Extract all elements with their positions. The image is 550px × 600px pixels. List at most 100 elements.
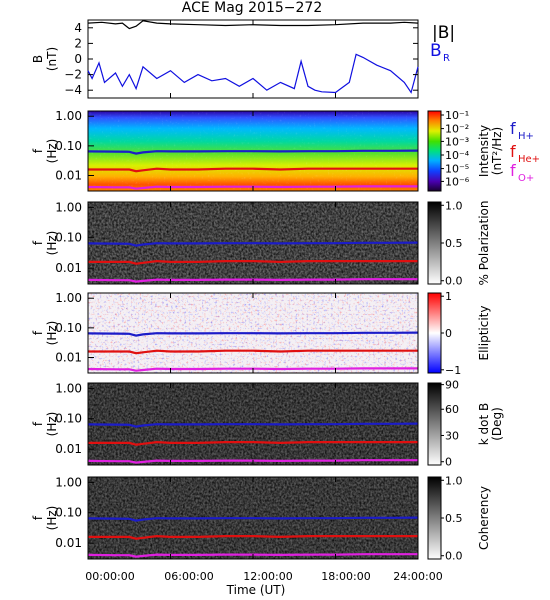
legend-fHe-sub: He+ <box>518 154 540 165</box>
legend-br-sub: R <box>443 53 450 64</box>
y-tick-label: 4 <box>74 21 82 35</box>
y-tick-label: 0.10 <box>55 412 82 426</box>
y-tick-label: 1.00 <box>55 109 82 123</box>
series-bmag-line <box>87 20 419 30</box>
panel-b-ylabel-main: B <box>31 55 45 63</box>
x-tick-label: 12:00:00 <box>243 570 292 583</box>
colorbar-label: Coherency <box>477 486 491 550</box>
colorbar-tick-label: 1.0 <box>445 199 463 212</box>
fH-line <box>87 241 419 247</box>
colorbar-tick-label: 0.0 <box>445 550 463 563</box>
colorbar-label: Ellipticity <box>477 306 491 361</box>
colorbar-tick-label: 1 <box>445 290 452 303</box>
colorbar-tick-label: 10⁻² <box>445 123 469 136</box>
colorbar-tick-label: 60 <box>445 403 459 416</box>
fHe-line <box>88 440 418 446</box>
colorbar-tick-label: 10⁻⁶ <box>445 175 470 188</box>
colorbar-tick-label: 10⁻⁵ <box>445 163 469 176</box>
colorbar-tick-label: 30 <box>445 429 459 442</box>
legend-fH-sub: H+ <box>518 131 534 142</box>
y-tick-label: 0 <box>74 52 82 66</box>
colorbar-label: Intensity <box>477 125 491 177</box>
panel-ellipticity: 1.00 0.10 0.01 f (Hz) 1 0 −1 Ellipticity <box>31 290 491 377</box>
panel-b: 42 0 −2−4 B (nT) |B| B R <box>31 19 455 99</box>
y-axis-label-main: f <box>31 330 45 335</box>
y-tick-label: 1.00 <box>55 291 82 305</box>
chart-title: ACE Mag 2015−272 <box>182 0 322 16</box>
colorbar-polarization <box>427 201 442 285</box>
y-tick-label: 0.10 <box>55 139 82 153</box>
colorbar-ellipticity <box>427 292 442 374</box>
colorbar-tick-label: 90 <box>445 379 459 392</box>
legend-fO-sub: O+ <box>518 173 534 184</box>
y-axis-label-main: f <box>31 148 45 153</box>
y-axis-label-main: f <box>31 240 45 245</box>
legend-fHe: f <box>510 142 516 161</box>
fH-line <box>87 149 419 155</box>
y-tick-label: −2 <box>64 68 82 82</box>
panel-polarization: 1.00 0.10 0.01 f (Hz) 1.0 0.5 0.0 % Polarization <box>31 199 491 287</box>
x-axis-label: Time (UT) <box>226 583 286 597</box>
fH-line <box>87 331 419 337</box>
colorbar-tick-label: 0 <box>445 456 452 469</box>
series-br-line <box>87 53 419 94</box>
legend-fO: f <box>510 161 516 180</box>
y-axis-label-unit: (Hz) <box>45 412 59 437</box>
fH-line <box>87 516 419 522</box>
panel-intensity: 1.00 0.10 0.01 f (Hz) 10⁻¹10⁻²10⁻³10⁻⁴10⁻⁵10⁻… <box>31 109 504 192</box>
y-tick-label: 0.01 <box>55 169 82 183</box>
colorbar-tick-label: 10⁻¹ <box>445 109 469 122</box>
legend-br: B <box>430 41 442 61</box>
y-tick-label: 1.00 <box>55 200 82 214</box>
x-tick-label: 18:00:00 <box>321 570 370 583</box>
y-tick-label: 2 <box>74 36 82 50</box>
fO-line <box>87 367 418 372</box>
colorbar-unit: (nT²/Hz) <box>490 127 504 175</box>
spectrogram-panels: 1.000.100.01f (Hz)10⁻¹10⁻²10⁻³10⁻⁴10⁻⁵10⁻… <box>31 109 504 563</box>
colorbar-coherency <box>427 476 442 560</box>
fH-line <box>87 422 419 428</box>
panel-b-frame <box>87 19 419 99</box>
colorbar-intensity <box>427 110 442 192</box>
x-tick-label: 06:00:00 <box>164 570 213 583</box>
fHe-line <box>88 349 418 355</box>
y-tick-label: 0.01 <box>55 351 82 365</box>
line-legend: f H+ f He+ f O+ <box>510 119 540 184</box>
x-tick-label: 24:00:00 <box>393 570 442 583</box>
y-axis-label-unit: (Hz) <box>45 231 59 256</box>
colorbar-tick-label: −1 <box>445 364 461 377</box>
colorbar-tick-label: 0 <box>445 327 452 340</box>
fO-line <box>87 185 418 190</box>
colorbar-label: % Polarization <box>477 201 491 286</box>
y-tick-label: 0.01 <box>55 442 82 456</box>
colorbar-tick-label: 10⁻³ <box>445 135 469 148</box>
fO-line <box>87 459 418 464</box>
panel-b-series <box>87 20 419 98</box>
y-tick-label: 0.10 <box>55 321 82 335</box>
y-tick-label: 0.01 <box>55 536 82 550</box>
y-tick-label: 0.01 <box>55 261 82 275</box>
y-axis-label-unit: (Hz) <box>45 139 59 164</box>
panel-kdotb: 1.00 0.10 0.01 f (Hz) 90 60 30 0 k dot B (Deg) <box>31 379 504 469</box>
colorbar-tick-label: 0.5 <box>445 512 463 525</box>
y-axis-label-main: f <box>31 421 45 426</box>
panel-coherency: 1.00 0.10 0.01 f (Hz) 1.0 0.5 0.0 Coherency <box>31 474 491 562</box>
x-axis: 00:00:00 06:00:00 12:00:00 18:00:00 24:0… <box>85 570 442 597</box>
fO-line <box>87 553 418 558</box>
x-tick-label: 00:00:00 <box>85 570 134 583</box>
panel-b-ylabel-unit: (nT) <box>45 47 59 71</box>
colorbar-tick-label: 0.5 <box>445 237 463 250</box>
y-tick-label: −4 <box>64 83 82 97</box>
panel-b-yticks: 42 0 −2−4 <box>64 21 418 97</box>
colorbar-tick-label: 1.0 <box>445 474 463 487</box>
y-tick-label: 0.10 <box>55 231 82 245</box>
y-axis-label-main: f <box>31 515 45 520</box>
colorbar-unit: (Deg) <box>490 407 504 441</box>
legend-bmag: |B| <box>432 23 455 43</box>
colorbar-tick-label: 0.0 <box>445 275 463 288</box>
legend-fH: f <box>510 119 516 138</box>
y-axis-label-unit: (Hz) <box>45 321 59 346</box>
fHe-line <box>88 534 418 540</box>
fHe-line <box>88 259 418 265</box>
